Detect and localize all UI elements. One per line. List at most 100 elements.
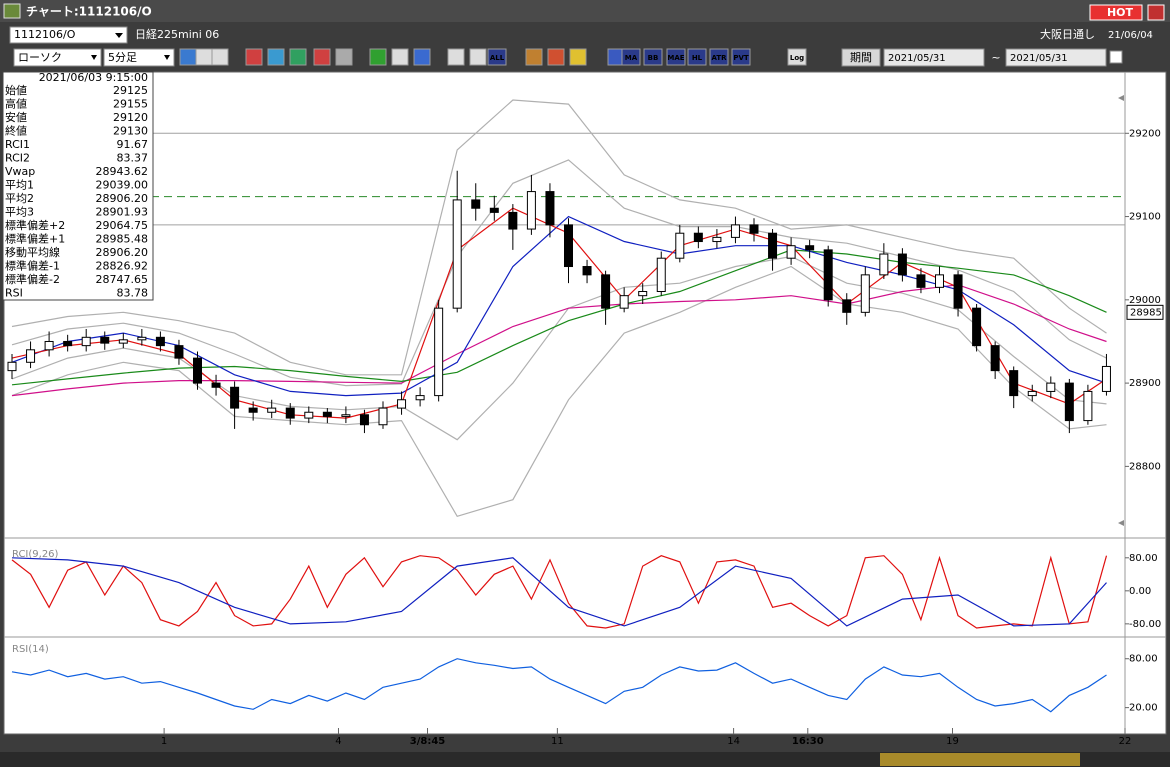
- y-tick-label: 28900: [1129, 378, 1161, 389]
- chart-kind-dropdown[interactable]: [13, 48, 102, 67]
- info-label: 標準偏差-1: [5, 259, 60, 273]
- close-button[interactable]: [1147, 4, 1165, 21]
- info-value: 91.67: [117, 138, 149, 151]
- toolbar-icon[interactable]: [391, 48, 409, 66]
- toolbar-icon[interactable]: [313, 48, 331, 66]
- candle-body: [860, 274, 870, 313]
- candle-body: [638, 291, 648, 297]
- toolbar-icon[interactable]: [643, 48, 663, 66]
- toolbar-icon[interactable]: [666, 48, 686, 66]
- candle-body: [879, 253, 889, 276]
- from-date[interactable]: [883, 48, 985, 67]
- series-line: [11, 99, 1107, 376]
- toolbar-icon[interactable]: [289, 48, 307, 66]
- symbol-dropdown[interactable]: [9, 26, 128, 44]
- y-tick-label: 29000: [1129, 295, 1161, 306]
- candle-body: [26, 349, 36, 363]
- info-value: 28826.92: [96, 260, 149, 273]
- candle-body: [1027, 390, 1037, 397]
- toolbar-icon[interactable]: [369, 48, 387, 66]
- interval-dropdown[interactable]: [103, 48, 175, 67]
- candle-body: [786, 245, 796, 259]
- toolbar-icon[interactable]: [621, 48, 641, 66]
- info-value: 29125: [113, 84, 148, 97]
- candle-body: [1101, 365, 1111, 392]
- candle-body: [230, 386, 240, 409]
- info-datetime: 2021/06/03 9:15:00: [39, 71, 148, 84]
- toolbar-icon[interactable]: [569, 48, 587, 66]
- toolbar-icon[interactable]: [709, 48, 729, 66]
- x-tick-label: 3/8:45: [410, 736, 446, 747]
- info-value: 28943.62: [96, 165, 149, 178]
- info-label: 始値: [5, 83, 27, 97]
- candle-body: [137, 336, 147, 341]
- info-label: 移動平均線: [5, 245, 60, 259]
- x-tick-label: 11: [551, 736, 564, 747]
- candle-body: [267, 407, 277, 413]
- series-line: [11, 557, 1107, 627]
- candle-body: [656, 257, 666, 293]
- info-value: 28901.93: [96, 206, 149, 219]
- toolbar-icon[interactable]: [547, 48, 565, 66]
- toolbar-icon[interactable]: [267, 48, 285, 66]
- last-price-box: [1126, 304, 1164, 320]
- toolbar-icon-label: HL: [692, 54, 703, 62]
- info-value: 29064.75: [96, 219, 149, 232]
- y-tick-label: 29200: [1129, 128, 1161, 139]
- toolbar-icon[interactable]: [525, 48, 543, 66]
- x-tick-label: 1: [161, 736, 167, 747]
- toolbar-icon[interactable]: [335, 48, 353, 66]
- toolbar-icon[interactable]: [487, 48, 507, 66]
- candle-body: [285, 407, 295, 419]
- period-button[interactable]: [841, 48, 881, 67]
- interval: 5分足: [108, 51, 137, 64]
- candle-body: [935, 274, 944, 288]
- x-tick-label: 4: [335, 736, 341, 747]
- info-value: 29155: [113, 98, 148, 111]
- candle-body: [582, 266, 592, 276]
- info-value: 83.78: [117, 287, 149, 300]
- toolbar-icon[interactable]: [731, 48, 751, 66]
- toolbar-icon[interactable]: [179, 48, 197, 66]
- info-value: 28906.20: [96, 192, 149, 205]
- scrollbar[interactable]: [0, 752, 1170, 767]
- info-value: 29120: [113, 111, 148, 124]
- hot-button[interactable]: [1089, 4, 1143, 21]
- candle-body: [341, 414, 351, 417]
- toolbar-icon[interactable]: [447, 48, 465, 66]
- toolbar-icon[interactable]: [211, 48, 229, 66]
- candle-body: [211, 382, 221, 388]
- dropdown-arrow: [115, 33, 123, 38]
- candle-body: [304, 411, 314, 419]
- info-value: 28985.48: [96, 233, 149, 246]
- toolbar-icon[interactable]: [469, 48, 487, 66]
- candle-body: [44, 340, 54, 351]
- scroll-thumb[interactable]: [880, 753, 1080, 766]
- y-tick-label: 80.00: [1129, 553, 1158, 564]
- candle-body: [1083, 390, 1093, 422]
- info-value: 83.37: [117, 152, 149, 165]
- info-label: Vwap: [5, 165, 35, 178]
- candle-body: [471, 199, 481, 209]
- period-label: 期間: [850, 51, 872, 64]
- hot-label: HOT: [1107, 6, 1134, 19]
- candle-body: [378, 407, 388, 426]
- to-date[interactable]: [1005, 48, 1107, 67]
- symbol: 1112106/O: [14, 28, 76, 41]
- toolbar-icon[interactable]: [195, 48, 213, 66]
- toolbar-icon[interactable]: [687, 48, 707, 66]
- toolbar-icon-label: MAE: [667, 54, 684, 62]
- last-price-label: 28985: [1130, 307, 1162, 318]
- candle-body: [712, 236, 722, 243]
- dropdown-arrow: [91, 55, 97, 60]
- candle-body: [842, 299, 852, 313]
- checkbox[interactable]: [1109, 50, 1123, 64]
- tilde: ~: [991, 51, 1000, 64]
- window-title: チャート:1112106/O: [26, 5, 152, 19]
- scroll-marker: [1118, 520, 1124, 526]
- toolbar-icon[interactable]: [787, 48, 807, 66]
- toolbar-icon[interactable]: [245, 48, 263, 66]
- toolbar-icon[interactable]: [413, 48, 431, 66]
- candle-body: [193, 357, 202, 384]
- candle-body: [1009, 370, 1019, 397]
